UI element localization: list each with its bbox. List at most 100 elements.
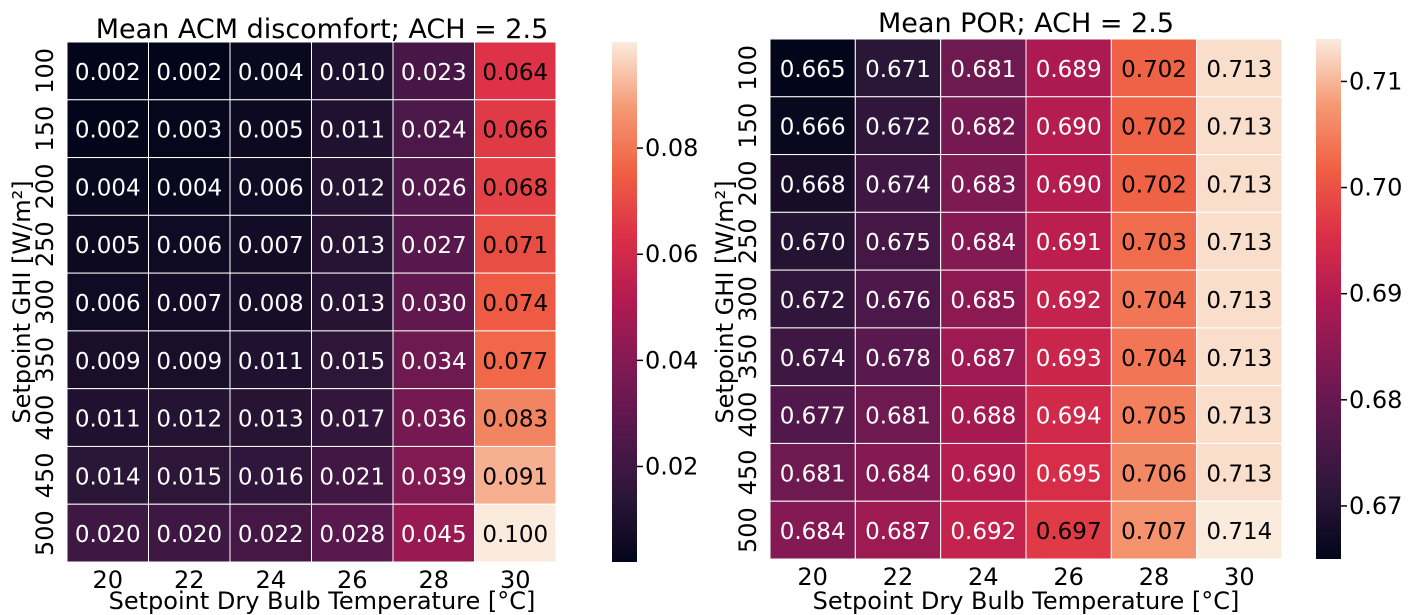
cell-value-label: 0.692: [950, 519, 1016, 545]
cell-value-label: 0.682: [950, 115, 1016, 141]
heatmap-cell: [66, 503, 149, 563]
heatmap-cell: [392, 272, 475, 332]
cell-value-label: 0.020: [75, 522, 141, 548]
cell-value-label: 0.036: [401, 407, 467, 433]
heatmap-cell: [1196, 154, 1283, 213]
x-tick-label: 30: [500, 566, 531, 594]
heatmap-cell: [474, 41, 557, 101]
x-tick-label: 22: [883, 563, 914, 591]
cell-value-label: 0.006: [156, 233, 222, 259]
x-tick-label: 30: [1224, 563, 1255, 591]
cell-value-label: 0.691: [1036, 230, 1102, 256]
cell-value-label: 0.668: [780, 172, 846, 198]
heatmap-cell: [392, 157, 475, 216]
heatmap-cell: [854, 96, 942, 156]
cell-value-label: 0.674: [780, 346, 846, 372]
heatmap-cell: [311, 214, 394, 274]
colorbar-tick-label: 0.67: [1349, 492, 1402, 520]
cell-value-label: 0.004: [75, 175, 141, 201]
por-panel: Mean POR; ACH = 2.5 0.665 0.671 0.681 0.689…: [711, 8, 1402, 615]
colorbar-tick-label: 0.06: [645, 240, 698, 268]
cell-value-label: 0.697: [1036, 519, 1102, 545]
y-tick-label: 450: [734, 449, 762, 495]
acm-discomfort-panel: Mean ACM discomfort; ACH = 2.5 0.002 0.00…: [8, 14, 698, 615]
cell-value-label: 0.077: [482, 349, 548, 375]
x-tick-label: 26: [1053, 563, 1084, 591]
heatmap-cell: [1110, 500, 1198, 560]
cell-value-label: 0.690: [950, 461, 1016, 487]
cell-value-label: 0.028: [319, 522, 385, 548]
heatmap-cell: [769, 269, 856, 329]
heatmap-cell: [229, 214, 312, 274]
y-tick-label: 100: [31, 48, 59, 94]
heatmap-cell: [1025, 154, 1112, 213]
cell-value-label: 0.002: [75, 60, 141, 86]
cell-value-label: 0.672: [780, 288, 846, 314]
cell-value-label: 0.009: [156, 349, 222, 375]
cell-value-label: 0.010: [319, 60, 385, 86]
y-tick-label: 400: [31, 395, 59, 441]
heatmap-cell: [769, 500, 856, 560]
heatmap-cell: [229, 503, 312, 563]
heatmap-cell: [66, 214, 149, 274]
heatmap-cell: [311, 99, 394, 159]
heatmap-cell: [229, 445, 312, 505]
heatmap-cell: [148, 157, 231, 216]
cell-value-label: 0.692: [1036, 288, 1102, 314]
heatmap-cell: [854, 500, 942, 560]
heatmap-cell: [940, 211, 1027, 271]
cell-value-label: 0.045: [401, 522, 467, 548]
heatmap-cell: [1025, 500, 1112, 560]
heatmap-cell: [1196, 269, 1283, 329]
x-tick-labels: 20 22 24 26 28 30: [797, 563, 1254, 591]
cell-value-label: 0.014: [75, 464, 141, 490]
cell-value-label: 0.005: [238, 118, 304, 144]
y-tick-label: 250: [31, 221, 59, 267]
cell-value-label: 0.694: [1036, 404, 1102, 430]
x-tick-label: 28: [1139, 563, 1170, 591]
cell-value-label: 0.666: [780, 115, 846, 141]
chart-title: Mean ACM discomfort; ACH = 2.5: [96, 14, 549, 45]
cell-value-label: 0.707: [1121, 519, 1187, 545]
heatmap-cell: [392, 503, 475, 563]
heatmap-cell: [148, 214, 231, 274]
cell-value-label: 0.685: [950, 288, 1016, 314]
y-tick-label: 350: [734, 334, 762, 380]
heatmap-cell: [66, 41, 149, 101]
heatmap-cell: [854, 38, 942, 98]
heatmap-cell: [1110, 442, 1198, 502]
cell-value-label: 0.027: [401, 233, 467, 259]
cell-value-label: 0.689: [1036, 57, 1102, 83]
heatmap-cell: [854, 269, 942, 329]
cell-value-label: 0.677: [780, 404, 846, 430]
y-axis-label: Setpoint GHI [W/m²]: [711, 180, 739, 423]
heatmap-cell: [66, 388, 149, 447]
cell-value-label: 0.702: [1121, 115, 1187, 141]
cell-value-label: 0.713: [1206, 461, 1272, 487]
heatmap-cell: [311, 157, 394, 216]
heatmap-cell: [229, 388, 312, 447]
cell-value-label: 0.681: [865, 404, 931, 430]
cell-value-label: 0.004: [238, 60, 304, 86]
cell-value-label: 0.023: [401, 60, 467, 86]
cell-value-label: 0.100: [482, 522, 548, 548]
colorbar-tick-label: 0.68: [1349, 386, 1402, 414]
heatmap-cell: [474, 503, 557, 563]
cell-value-label: 0.012: [319, 175, 385, 201]
cell-value-label: 0.688: [950, 404, 1016, 430]
cell-value-label: 0.681: [780, 461, 846, 487]
cell-value-label: 0.693: [1036, 346, 1102, 372]
cell-value-label: 0.713: [1206, 115, 1272, 141]
cell-value-label: 0.021: [319, 464, 385, 490]
cell-value-label: 0.005: [75, 233, 141, 259]
colorbar-tick-label: 0.71: [1349, 67, 1402, 95]
cell-value-label: 0.026: [401, 175, 467, 201]
cell-value-label: 0.713: [1206, 172, 1272, 198]
cell-value-label: 0.017: [319, 407, 385, 433]
x-tick-label: 24: [968, 563, 999, 591]
cell-value-label: 0.713: [1206, 57, 1272, 83]
heatmap-cell: [229, 272, 312, 332]
heatmap-cell: [474, 99, 557, 159]
cell-value-label: 0.034: [401, 349, 467, 375]
cell-value-label: 0.706: [1121, 461, 1187, 487]
